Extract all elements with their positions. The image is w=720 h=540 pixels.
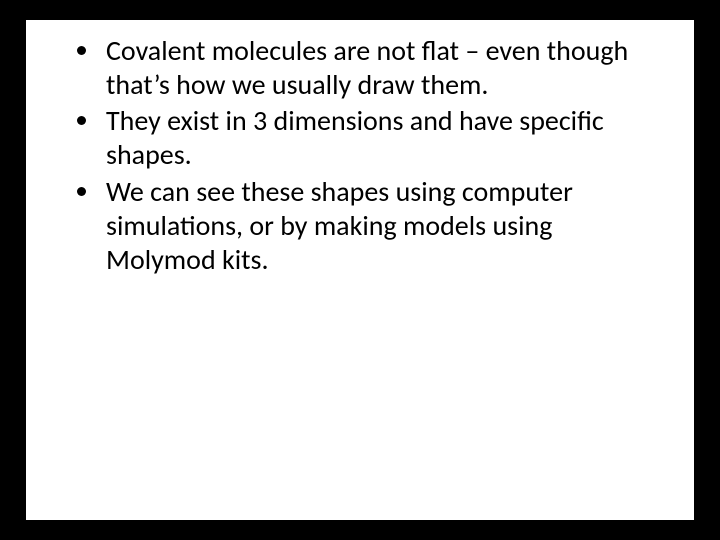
slide: Covalent molecules are not flat – even t… (0, 0, 720, 540)
list-item: They exist in 3 dimensions and have spec… (102, 104, 660, 172)
bullet-list: Covalent molecules are not flat – even t… (60, 34, 660, 277)
content-panel: Covalent molecules are not flat – even t… (26, 20, 694, 520)
list-item: We can see these shapes using computer s… (102, 175, 660, 277)
list-item: Covalent molecules are not flat – even t… (102, 34, 660, 102)
